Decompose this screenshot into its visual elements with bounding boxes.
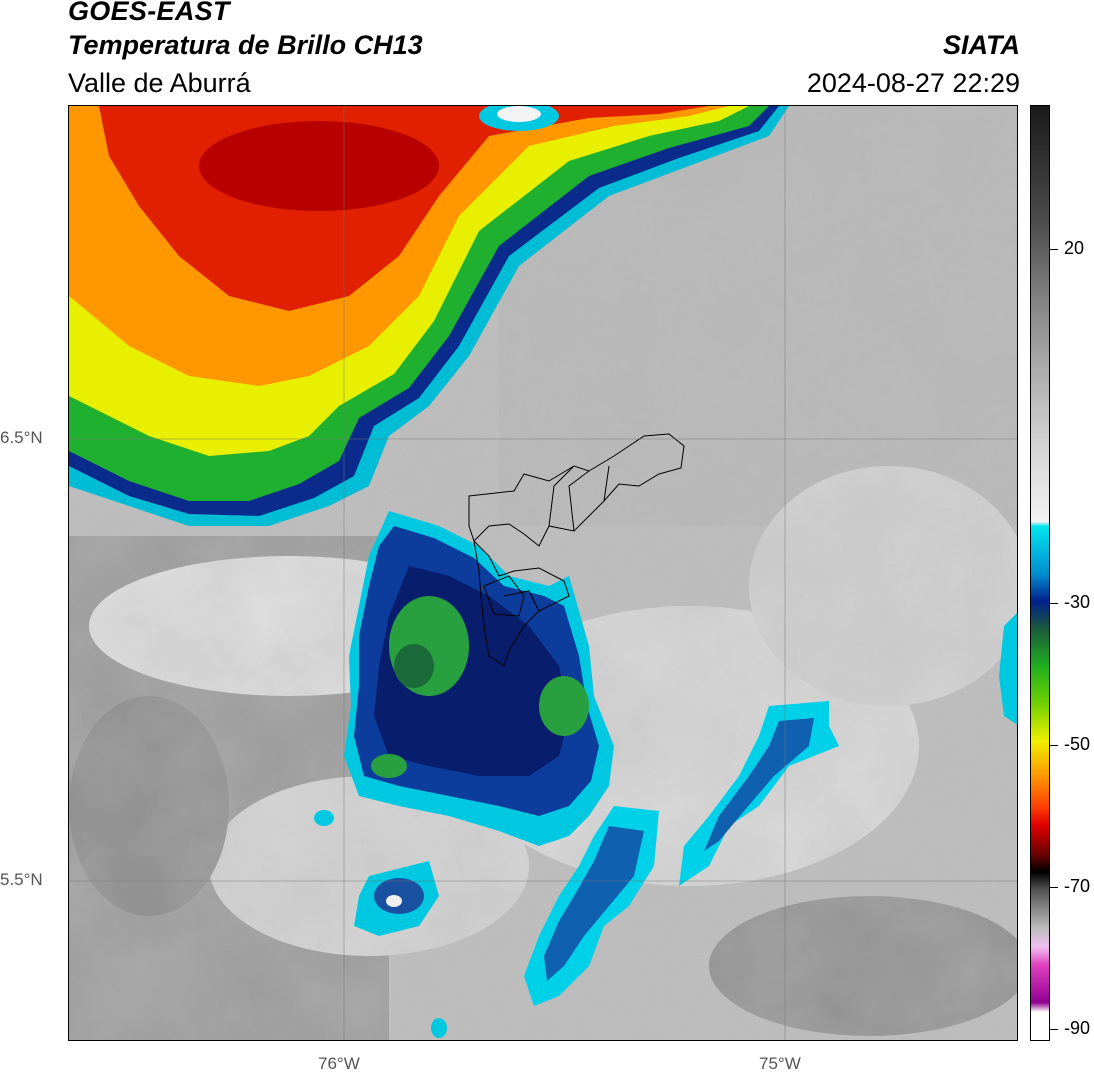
convective-green-core-2 xyxy=(539,676,589,736)
edge-cell-right xyxy=(999,613,1017,725)
municipal-boundaries xyxy=(468,433,685,667)
colorbar-tick-minus50 xyxy=(1050,745,1058,746)
colorbar-label-minus30: -30 xyxy=(1064,592,1091,612)
timestamp-label: 2024-08-27 22:29 xyxy=(806,68,1020,98)
colorbar-label-minus50: -50 xyxy=(1064,734,1091,754)
small-cell-southwest-hole xyxy=(386,895,402,907)
colorbar-tick-minus30 xyxy=(1050,603,1058,604)
product-title: Temperatura de Brillo CH13 xyxy=(68,30,423,60)
boundary-inner-3 xyxy=(603,465,610,502)
lon-label-76: 76°W xyxy=(318,1054,360,1073)
colorbar-tick-20 xyxy=(1050,249,1058,250)
small-cell-southwest-core xyxy=(374,878,424,914)
region-title: Valle de Aburrá xyxy=(68,68,251,98)
boundary-valley xyxy=(473,539,570,667)
convective-darkgreen-spot xyxy=(394,644,434,688)
colorbar-label-minus90: -90 xyxy=(1064,1018,1091,1038)
convective-green-core-3 xyxy=(371,754,407,778)
tiny-cell-2 xyxy=(431,1018,447,1038)
boundary-valley-inner xyxy=(483,575,525,617)
satellite-title: GOES-EAST xyxy=(68,0,230,26)
boundary-inner-1 xyxy=(548,465,575,527)
satellite-map[interactable] xyxy=(68,105,1018,1041)
lat-label-6.5: 6.5°N xyxy=(0,428,43,447)
colorbar xyxy=(1030,105,1050,1041)
band-east-blue xyxy=(704,718,814,851)
tiny-cell-1 xyxy=(314,810,334,826)
lon-label-75: 75°W xyxy=(759,1054,801,1073)
boundary-valley-inner-2 xyxy=(503,590,540,612)
lat-label-5.5: 5.5°N xyxy=(0,870,43,889)
colorbar-tick-minus90 xyxy=(1050,1029,1058,1030)
map-canvas xyxy=(69,106,1017,1040)
org-label: SIATA xyxy=(943,30,1020,60)
boundary-inner-2 xyxy=(568,470,590,532)
colorbar-label-20: 20 xyxy=(1064,238,1085,258)
cold-top-small-white-pocket xyxy=(497,106,541,122)
colorbar-tick-minus70 xyxy=(1050,887,1058,888)
cold-top-dark-red-core xyxy=(199,121,439,211)
colorbar-label-minus70: -70 xyxy=(1064,876,1091,896)
band-south-blue xyxy=(544,826,644,981)
